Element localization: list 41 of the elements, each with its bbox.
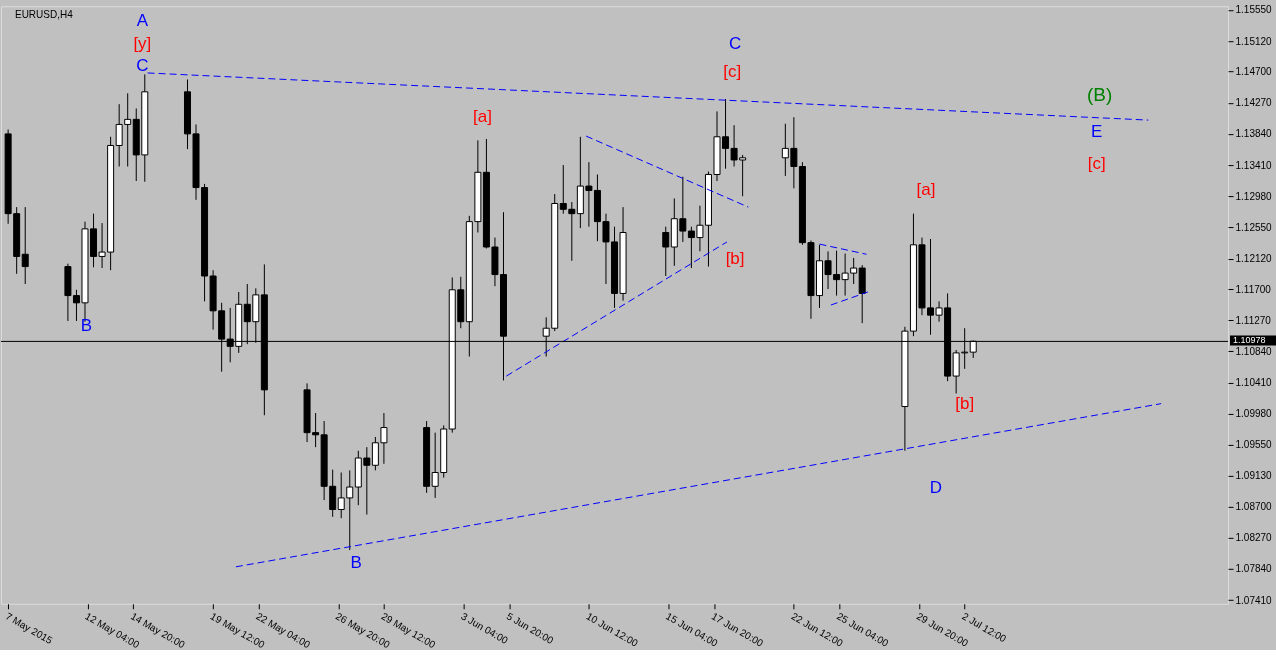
y-tick-label: 1.08700 <box>1235 501 1273 513</box>
y-tick-label: 1.07410 <box>1235 594 1273 606</box>
y-tick-label: 1.14700 <box>1235 66 1273 78</box>
annotation: [c] <box>723 62 742 82</box>
annotation: [a] <box>916 180 936 200</box>
ref-line-label: 1.10978 <box>1233 335 1266 346</box>
chart-title: EURUSD,H4 <box>14 9 74 21</box>
annotation: B <box>80 315 93 335</box>
annotation: [c] <box>1087 154 1106 174</box>
y-tick-label: 1.15550 <box>1235 4 1273 16</box>
y-tick-label: 1.08270 <box>1235 532 1273 544</box>
y-tick-label: 1.11700 <box>1235 283 1272 295</box>
annotation: C <box>728 33 742 53</box>
y-tick-label: 1.09130 <box>1235 469 1273 481</box>
y-tick-label: 1.11270 <box>1235 314 1272 326</box>
annotation: [y] <box>133 33 152 53</box>
candlestick <box>21 206 29 285</box>
y-tick-label: 1.12980 <box>1235 190 1273 202</box>
y-tick-label: 1.07840 <box>1235 563 1273 575</box>
candlestick <box>662 226 670 277</box>
annotation: [b] <box>955 393 975 413</box>
y-tick-label: 1.12120 <box>1235 253 1273 265</box>
y-tick-label: 1.10410 <box>1235 377 1273 389</box>
annotation: [b] <box>725 248 745 268</box>
annotation: [a] <box>473 107 492 127</box>
y-tick-label: 1.13840 <box>1235 128 1273 140</box>
y-tick-label: 1.14270 <box>1235 97 1273 109</box>
annotation: D <box>929 478 943 498</box>
y-tick-label: 1.09980 <box>1235 408 1273 420</box>
y-tick-label: 1.15120 <box>1235 35 1273 47</box>
y-tick-label: 1.13410 <box>1235 159 1273 171</box>
x-tick-label: 10 Jun 12:00 <box>584 610 641 650</box>
y-tick-label: 1.09550 <box>1235 439 1273 451</box>
annotation: E <box>1091 122 1103 142</box>
x-tick-label: 7 May 2015 <box>3 610 55 647</box>
annotation: C <box>136 56 149 76</box>
y-tick-label: 1.12550 <box>1235 221 1273 233</box>
y-tick-label: 1.10840 <box>1235 345 1273 357</box>
annotation: B <box>350 553 362 573</box>
annotation: (B) <box>1086 84 1113 106</box>
annotation: A <box>136 11 149 31</box>
